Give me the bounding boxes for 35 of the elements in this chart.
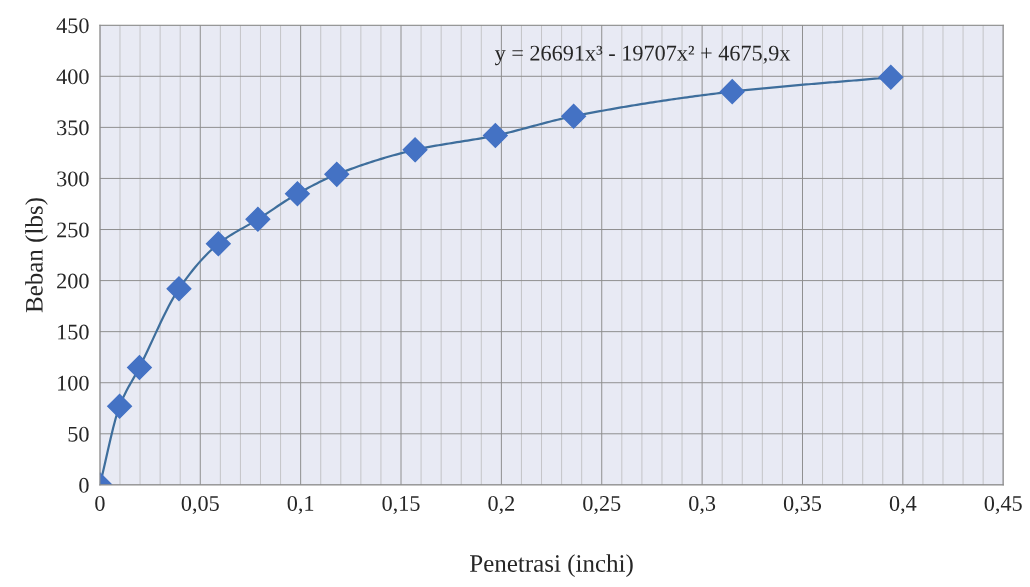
- y-tick-label: 200: [57, 273, 89, 289]
- x-tick-label: 0,25: [583, 495, 621, 515]
- y-tick-label: 50: [68, 426, 89, 442]
- point: [482, 123, 508, 149]
- x-tick-label: 0,45: [984, 495, 1022, 515]
- point: [245, 206, 271, 232]
- point: [324, 161, 350, 187]
- x-tick-label: 0,3: [689, 495, 716, 515]
- point: [126, 354, 152, 380]
- point: [402, 137, 428, 163]
- y-tick-label: 150: [58, 324, 89, 340]
- y-tick-label: 300: [57, 171, 89, 187]
- point: [205, 231, 231, 257]
- y-tick-label: 100: [58, 375, 89, 391]
- y-tick-label: 450: [56, 18, 89, 34]
- y-tick-label: 350: [57, 120, 89, 136]
- y-tick-label: 400: [56, 69, 89, 85]
- point: [719, 79, 745, 105]
- point: [107, 393, 133, 419]
- x-axis-title: Penetrasi (inchi): [470, 554, 633, 577]
- x-tick-label: 0,35: [783, 495, 822, 515]
- annotation: y = 26691x³ - 19707x² + 4675,9x: [494, 45, 791, 66]
- x-tick-label: 0,1: [287, 495, 314, 515]
- y-tick-label: 0: [79, 477, 89, 493]
- x-tick-label: 0,15: [382, 495, 420, 515]
- y-tick-label: 250: [57, 222, 89, 238]
- x-tick-label: 0,4: [889, 495, 917, 515]
- x-tick-label: 0,2: [488, 495, 515, 515]
- x-tick-label: 0: [95, 495, 105, 511]
- point: [166, 276, 192, 302]
- point: [284, 181, 310, 207]
- point: [878, 64, 904, 90]
- point: [561, 103, 587, 129]
- x-tick-label: 0,05: [181, 495, 219, 515]
- y-axis-title: Beban (lbs): [25, 198, 48, 313]
